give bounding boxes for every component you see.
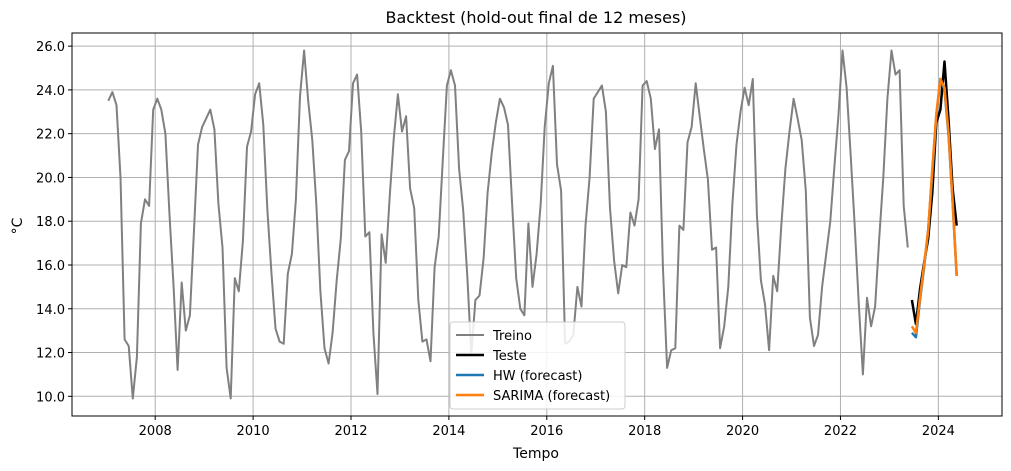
x-tick-label: 2020 <box>726 424 759 439</box>
series-layer <box>107 49 958 400</box>
legend: Treino Teste HW (forecast) SARIMA (forecast… <box>449 321 626 410</box>
y-tick-label: 18.0 <box>36 215 65 230</box>
x-tick-label: 2024 <box>922 424 955 439</box>
x-tick-label: 2008 <box>139 424 172 439</box>
y-tick-label: 22.0 <box>36 128 65 143</box>
series-line-sarima-forecast <box>910 77 958 335</box>
y-axis: 10.0 12.0 14.0 16.0 18.0 20.0 22.0 24.0 26.0 <box>36 40 72 405</box>
legend-label: Treino <box>492 329 532 344</box>
plot-frame <box>71 32 1003 417</box>
y-tick-label: 12.0 <box>36 347 65 362</box>
y-tick-label: 20.0 <box>36 171 65 186</box>
legend-label: HW (forecast) <box>493 369 582 384</box>
legend-label: Teste <box>492 349 527 364</box>
y-tick-label: 16.0 <box>36 259 65 274</box>
y-axis-label: °C <box>10 217 26 234</box>
chart-title: Backtest (hold-out final de 12 meses) <box>385 8 686 27</box>
x-tick-label: 2018 <box>628 424 661 439</box>
x-tick-label: 2016 <box>530 424 563 439</box>
y-tick-label: 26.0 <box>36 40 65 55</box>
x-axis: 2008 2010 2012 2014 2016 2018 2020 2022 2024 <box>139 416 955 439</box>
x-tick-label: 2010 <box>237 424 270 439</box>
series-line-treino <box>107 49 909 400</box>
y-tick-label: 14.0 <box>36 303 65 318</box>
legend-label: SARIMA (forecast) <box>493 389 610 404</box>
x-axis-label: Tempo <box>512 446 559 462</box>
x-tick-label: 2012 <box>334 424 367 439</box>
x-tick-label: 2014 <box>432 424 465 439</box>
x-tick-label: 2022 <box>824 424 857 439</box>
y-tick-label: 24.0 <box>36 84 65 99</box>
legend-box <box>449 321 626 410</box>
y-tick-label: 10.0 <box>36 390 65 405</box>
